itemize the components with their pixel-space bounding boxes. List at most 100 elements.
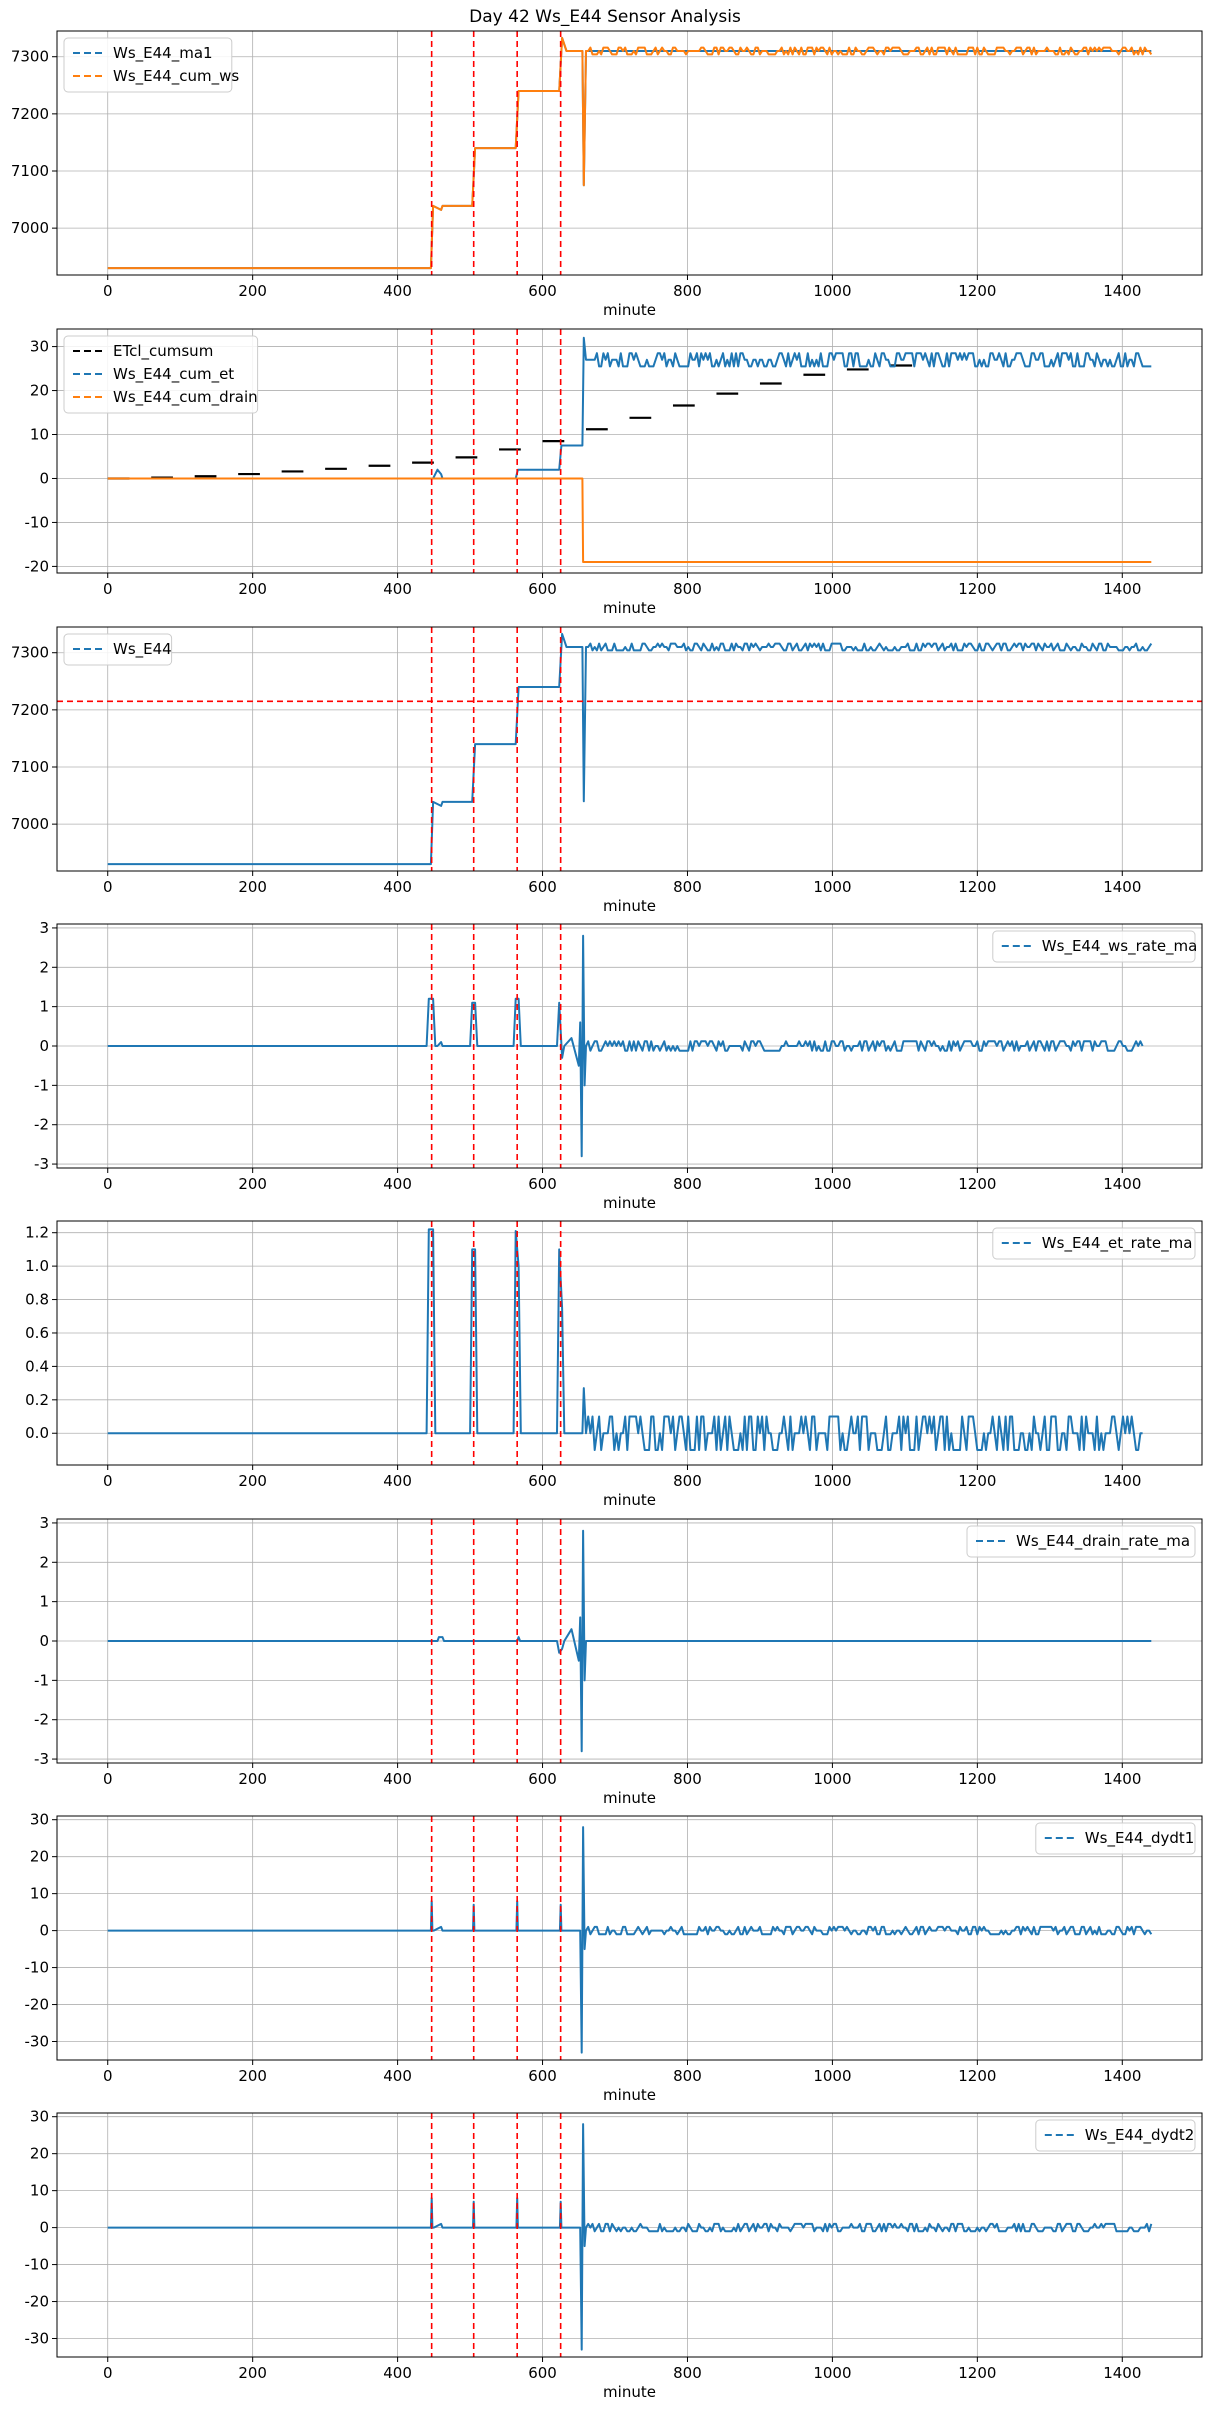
x-tick-label: 400 [383,878,412,896]
y-tick-label: -20 [25,557,50,575]
legend-box [63,335,259,414]
x-axis-label: minute [603,1789,656,1807]
x-tick-label: 0 [103,1770,113,1788]
x-tick-label: 600 [528,878,557,896]
y-tick-label: -20 [25,2293,50,2311]
x-tick-label: 0 [103,282,113,300]
panel-3: 0 200 400 600 800 1000 1200 1400 7000 7100 7200 730… [11,626,1203,915]
legend-box [966,1525,1196,1558]
y-tick-label: 7100 [11,162,49,180]
x-tick-label: 400 [383,1472,412,1490]
y-tick-label: -3 [34,1750,49,1768]
legend-label: Ws_E44_cum_ws [113,67,239,86]
plot-area [107,934,1144,1158]
x-axis-label: minute [603,1194,656,1212]
x-tick-label: 800 [673,282,702,300]
y-tick-label: -10 [25,1959,50,1977]
y-tick-label: 0.4 [25,1357,49,1375]
x-tick-label: 1200 [958,878,996,896]
x-tick-label: 1000 [813,1175,851,1193]
y-tick-label: -30 [25,2330,50,2348]
x-tick-label: 200 [238,1770,267,1788]
series-line-Ws_E44_cum_et [107,336,1152,480]
x-tick-label: 1000 [813,282,851,300]
x-tick-label: 200 [238,282,267,300]
panel-5: 0 200 400 600 800 1000 1200 1400 0.0 0.2 0.4 0.6 0.8… [25,1220,1203,1509]
x-tick-label: 200 [238,1472,267,1490]
x-tick-label: 600 [528,580,557,598]
y-tick-label: 0.2 [25,1391,49,1409]
x-tick-label: 800 [673,580,702,598]
x-axis-label: minute [603,2383,656,2401]
x-tick-label: 800 [673,1472,702,1490]
y-tick-label: -2 [34,1116,49,1134]
y-tick-label: 0.6 [25,1324,49,1342]
y-tick-label: 1 [39,998,49,1016]
axes-frame [56,2112,1203,2358]
axes-frame [56,1220,1203,1466]
x-tick-label: 1400 [1103,1175,1141,1193]
y-tick-label: 0.0 [25,1424,49,1442]
x-axis-label: minute [603,301,656,319]
legend-label: Ws_E44 [113,640,172,659]
legend-label: Ws_E44_cum_drain [113,388,258,407]
y-tick-label: 3 [39,1514,49,1532]
legend-label: Ws_E44_cum_et [113,365,234,384]
x-tick-label: 1400 [1103,2067,1141,2085]
y-tick-label: 2 [39,1553,49,1571]
x-axis-label: minute [603,599,656,617]
x-tick-label: 800 [673,2067,702,2085]
x-tick-label: 1200 [958,1770,996,1788]
plot-area [107,1826,1153,2054]
legend-box [1035,1822,1196,1855]
legend-label: ETcl_cumsum [113,342,213,361]
x-tick-label: 400 [383,1175,412,1193]
y-tick-label: -1 [34,1671,49,1689]
y-tick-label: 0 [39,1922,49,1940]
legend-box [1035,2119,1196,2152]
plot-area [107,336,1152,563]
plot-area [107,2123,1153,2351]
x-tick-label: 800 [673,1175,702,1193]
legend-box [992,1227,1196,1260]
legend: Ws_E44_dydt2 [1035,2119,1196,2152]
figure-title: Day 42 Ws_E44 Sensor Analysis [469,7,741,27]
x-tick-label: 0 [103,1472,113,1490]
x-tick-label: 600 [528,282,557,300]
legend: Ws_E44_ws_rate_ma [992,930,1197,963]
x-tick-label: 400 [383,2067,412,2085]
y-tick-label: 7000 [11,815,49,833]
panel-4: 0 200 400 600 800 1000 1200 1400 -3 -2 -1 0 1 2 3 minut… [34,919,1203,1212]
y-tick-label: 0 [39,469,49,487]
series-line-Ws_E44_dydt1 [107,1826,1153,2054]
y-tick-label: -20 [25,1996,50,2014]
y-tick-label: -30 [25,2033,50,2051]
y-tick-label: 0.8 [25,1291,49,1309]
x-tick-label: 1400 [1103,282,1141,300]
x-tick-label: 800 [673,1770,702,1788]
x-tick-label: 200 [238,2067,267,2085]
x-tick-label: 400 [383,2364,412,2382]
x-tick-label: 1400 [1103,1472,1141,1490]
x-tick-label: 0 [103,2067,113,2085]
panel-1: 0 200 400 600 800 1000 1200 1400 7000 7100 7200 730… [11,30,1203,319]
y-tick-label: 7100 [11,758,49,776]
legend: Ws_E44_et_rate_ma [992,1227,1196,1260]
x-tick-label: 1200 [958,1175,996,1193]
axes-frame [56,1815,1203,2061]
y-tick-label: 1.2 [25,1224,49,1242]
x-tick-label: 1000 [813,2364,851,2382]
legend: Ws_E44_ma1 Ws_E44_cum_ws [63,37,239,93]
legend-label: Ws_E44_dydt1 [1085,1829,1195,1848]
axes-frame [56,30,1203,276]
axes-frame [56,626,1203,872]
y-tick-label: 1 [39,1593,49,1611]
x-tick-label: 1200 [958,2364,996,2382]
x-tick-label: 1200 [958,1472,996,1490]
y-tick-label: -3 [34,1155,49,1173]
legend-label: Ws_E44_drain_rate_ma [1016,1532,1190,1551]
x-tick-label: 1000 [813,1770,851,1788]
y-tick-label: 10 [30,2182,49,2200]
x-tick-label: 1200 [958,2067,996,2085]
